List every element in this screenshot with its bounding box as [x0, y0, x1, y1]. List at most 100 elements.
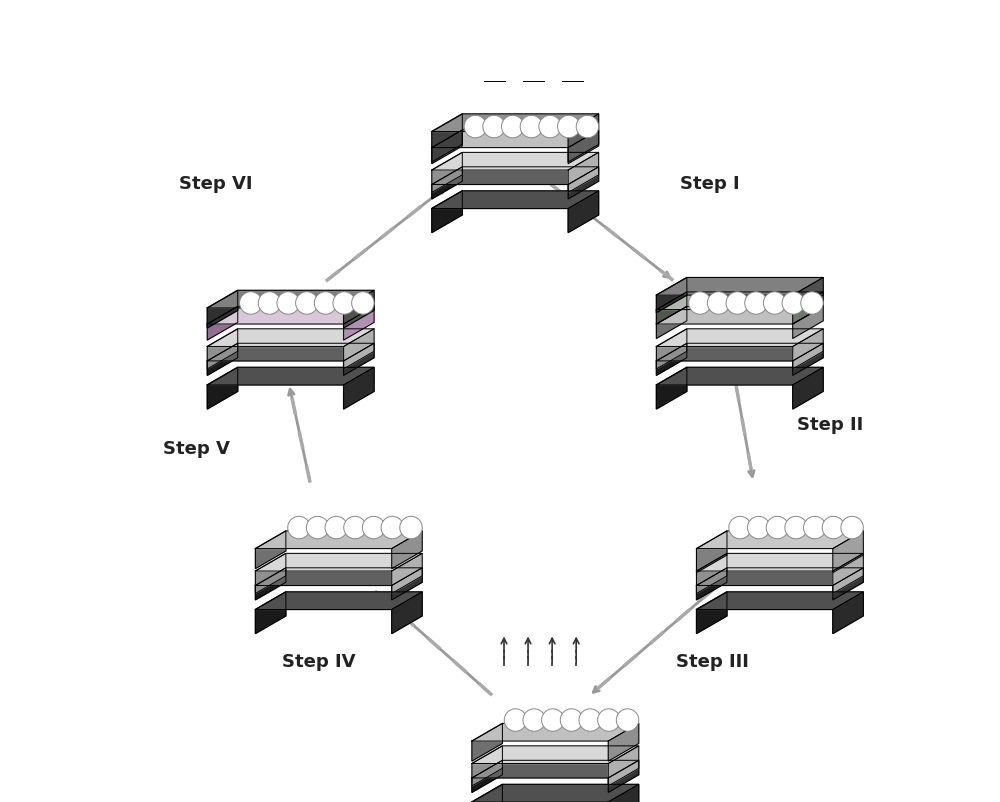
- Polygon shape: [568, 152, 599, 192]
- Polygon shape: [472, 784, 502, 802]
- Polygon shape: [432, 114, 462, 162]
- Polygon shape: [344, 290, 374, 328]
- Circle shape: [763, 292, 786, 314]
- Circle shape: [689, 292, 711, 314]
- Polygon shape: [793, 277, 823, 313]
- Polygon shape: [344, 367, 374, 409]
- Polygon shape: [255, 531, 286, 569]
- Polygon shape: [207, 329, 374, 346]
- Polygon shape: [656, 277, 823, 295]
- Circle shape: [542, 709, 564, 731]
- Circle shape: [352, 292, 374, 314]
- Polygon shape: [833, 592, 863, 634]
- Polygon shape: [472, 784, 639, 802]
- Polygon shape: [472, 760, 502, 792]
- Circle shape: [782, 292, 805, 314]
- Circle shape: [729, 516, 751, 539]
- Text: Step III: Step III: [676, 653, 749, 670]
- Circle shape: [560, 709, 583, 731]
- Circle shape: [558, 115, 580, 138]
- Polygon shape: [656, 292, 687, 324]
- Polygon shape: [207, 290, 238, 328]
- Polygon shape: [568, 114, 599, 162]
- Polygon shape: [696, 568, 863, 585]
- Polygon shape: [656, 306, 823, 324]
- Circle shape: [333, 292, 355, 314]
- Polygon shape: [656, 277, 687, 313]
- Circle shape: [579, 709, 601, 731]
- Polygon shape: [696, 592, 727, 634]
- Polygon shape: [432, 152, 599, 170]
- Circle shape: [400, 516, 422, 539]
- Polygon shape: [656, 292, 823, 310]
- Polygon shape: [207, 343, 374, 361]
- Circle shape: [344, 516, 366, 539]
- Circle shape: [822, 516, 845, 539]
- Polygon shape: [255, 553, 422, 571]
- Circle shape: [314, 292, 337, 314]
- Polygon shape: [207, 367, 238, 409]
- Polygon shape: [568, 167, 599, 199]
- Circle shape: [801, 292, 823, 314]
- Circle shape: [707, 292, 730, 314]
- Polygon shape: [255, 553, 286, 593]
- Text: Step II: Step II: [797, 416, 863, 434]
- Polygon shape: [696, 531, 727, 573]
- Circle shape: [523, 709, 545, 731]
- Polygon shape: [207, 343, 238, 375]
- Polygon shape: [392, 553, 422, 593]
- Circle shape: [464, 115, 487, 138]
- Polygon shape: [696, 568, 727, 600]
- Polygon shape: [656, 329, 687, 369]
- Polygon shape: [207, 306, 238, 340]
- Polygon shape: [656, 343, 823, 361]
- Polygon shape: [568, 130, 599, 164]
- Polygon shape: [432, 191, 462, 233]
- Circle shape: [598, 709, 620, 731]
- Circle shape: [483, 115, 505, 138]
- Text: Step VI: Step VI: [179, 176, 253, 193]
- Polygon shape: [833, 568, 863, 600]
- Circle shape: [240, 292, 262, 314]
- Text: Step I: Step I: [680, 176, 740, 193]
- Circle shape: [502, 115, 524, 138]
- Polygon shape: [432, 167, 462, 199]
- Polygon shape: [793, 329, 823, 369]
- Circle shape: [277, 292, 299, 314]
- Circle shape: [306, 516, 329, 539]
- Circle shape: [804, 516, 826, 539]
- Polygon shape: [255, 568, 422, 585]
- Circle shape: [381, 516, 404, 539]
- Circle shape: [576, 115, 599, 138]
- Polygon shape: [608, 746, 639, 786]
- Circle shape: [785, 516, 807, 539]
- Polygon shape: [432, 130, 462, 164]
- Circle shape: [747, 516, 770, 539]
- Polygon shape: [392, 568, 422, 600]
- Polygon shape: [207, 306, 374, 324]
- Polygon shape: [472, 723, 639, 741]
- Circle shape: [616, 709, 639, 731]
- Polygon shape: [696, 553, 727, 593]
- Polygon shape: [656, 343, 687, 375]
- Polygon shape: [696, 531, 863, 549]
- Polygon shape: [255, 592, 286, 634]
- Polygon shape: [608, 784, 639, 802]
- Circle shape: [745, 292, 767, 314]
- Polygon shape: [207, 367, 374, 385]
- Polygon shape: [432, 167, 599, 184]
- Polygon shape: [255, 568, 286, 600]
- Circle shape: [325, 516, 348, 539]
- Polygon shape: [472, 746, 639, 764]
- Polygon shape: [344, 306, 374, 340]
- Polygon shape: [608, 760, 639, 792]
- Circle shape: [362, 516, 385, 539]
- Polygon shape: [344, 343, 374, 375]
- Polygon shape: [793, 343, 823, 375]
- Circle shape: [288, 516, 310, 539]
- Polygon shape: [833, 553, 863, 593]
- Polygon shape: [608, 723, 639, 761]
- Polygon shape: [656, 306, 687, 338]
- Polygon shape: [255, 592, 422, 610]
- Polygon shape: [432, 114, 599, 132]
